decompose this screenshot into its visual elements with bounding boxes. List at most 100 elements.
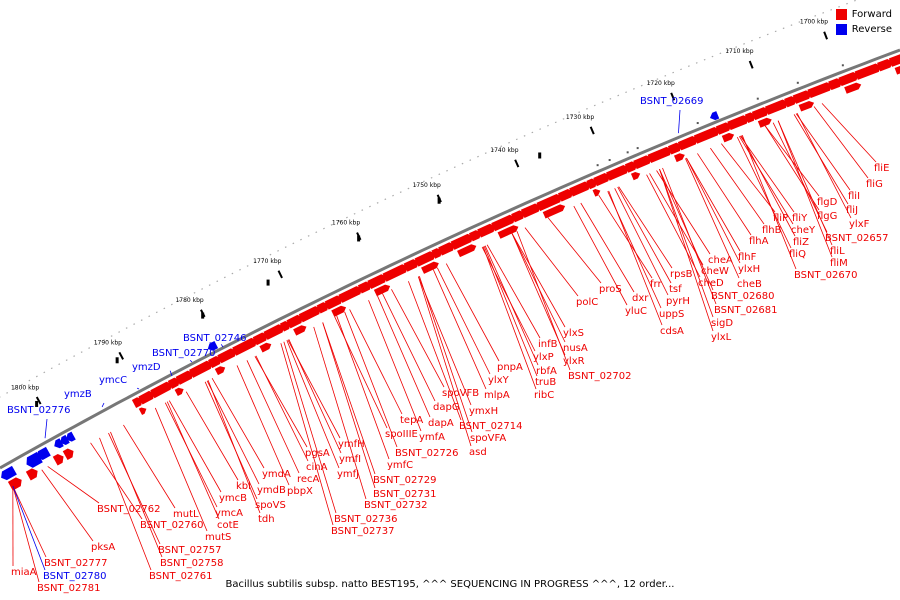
gene-label-spovfb: spoVFB <box>442 388 479 399</box>
gene-leader-line <box>185 391 239 481</box>
gene-leader-line <box>598 194 653 279</box>
gene-leader-line <box>168 400 222 493</box>
gene-leader-line <box>344 311 398 448</box>
gene-label-ylxf: ylxF <box>849 219 870 230</box>
gene-leader-line <box>368 300 422 432</box>
forward-gene-arrow <box>174 387 184 397</box>
forward-gene-arrow <box>217 348 237 364</box>
forward-gene-arrow <box>727 115 749 131</box>
gene-leader-line <box>445 263 500 362</box>
gene-label-tdh: tdh <box>258 514 275 525</box>
gene-leader-line <box>483 245 538 377</box>
gene-leader-line <box>418 275 473 433</box>
gene-label-ylxl: ylxL <box>711 332 732 343</box>
gene-marker <box>608 159 611 162</box>
gene-leader-line <box>739 135 795 213</box>
forward-gene-arrow <box>807 82 833 99</box>
forward-gene-arrow <box>298 306 321 323</box>
gene-label-cheb: cheB <box>737 279 762 290</box>
forward-gene-arrow <box>792 90 812 104</box>
gene-leader-line <box>662 167 717 305</box>
gene-label-pksa: pksA <box>91 542 115 553</box>
scale-tick <box>748 60 754 69</box>
gene-leader-line <box>169 370 173 377</box>
gene-label-ylxs: ylxS <box>563 328 584 339</box>
gene-label-ribc: ribC <box>534 390 554 401</box>
gene-label-nusa: nusA <box>563 343 588 354</box>
gene-leader-line <box>313 326 367 500</box>
gene-leader-line <box>255 355 309 462</box>
forward-gene-arrow <box>438 242 455 256</box>
forward-gene-arrow <box>468 230 482 242</box>
forward-gene-arrow <box>331 305 347 317</box>
gene-label-ymca: ymcA <box>215 508 243 519</box>
scale-tick-label: 1750 kbp <box>413 182 441 189</box>
forward-gene-arrow <box>677 136 698 151</box>
gene-leader-line <box>772 122 828 233</box>
gene-label-flig: fliG <box>866 179 883 190</box>
forward-gene-arrow <box>520 203 541 219</box>
gene-label-ylxh: ylxH <box>738 264 760 275</box>
forward-gene-arrow <box>542 204 566 219</box>
gene-leader-line <box>618 186 673 269</box>
forward-gene-arrow <box>721 132 735 143</box>
gene-leader-line <box>280 343 334 526</box>
gene-label-spovs: spoVS <box>255 500 286 511</box>
gene-label-bsnt_02758: BSNT_02758 <box>160 558 223 569</box>
gene-label-bsnt_02732: BSNT_02732 <box>364 500 427 511</box>
forward-gene-arrow <box>757 117 772 128</box>
reverse-gene-arrow <box>207 341 219 351</box>
forward-gene-arrow <box>673 153 685 163</box>
forward-gene-arrow <box>189 360 213 378</box>
gene-label-sigd: sigD <box>711 318 733 329</box>
gene-leader-line <box>686 157 741 252</box>
gene-label-pgsa: pgsA <box>305 448 330 459</box>
gene-leader-line <box>41 469 94 542</box>
scale-tick-label: 1740 kbp <box>490 147 518 154</box>
gene-label-polc: polC <box>576 297 598 308</box>
gene-label-flgd: flgD <box>817 197 838 208</box>
gene-label-ymcb: ymcB <box>219 493 247 504</box>
gene-label-bsnt_02761: BSNT_02761 <box>149 571 212 582</box>
scale-tick <box>35 396 42 405</box>
gene-leader-line <box>436 267 491 375</box>
forward-gene-arrow <box>131 397 143 408</box>
gene-leader-line <box>377 295 431 418</box>
gene-label-ymfc: ymfC <box>387 460 413 471</box>
gene-label-rpsb: rpsB <box>670 269 693 280</box>
forward-gene-arrow <box>175 370 194 385</box>
gene-leader-line <box>166 401 220 520</box>
gene-label-rbfa: rbfA <box>536 366 557 377</box>
gene-label-bsnt_02680: BSNT_02680 <box>711 291 774 302</box>
gene-label-dapa: dapA <box>428 418 454 429</box>
gene-leader-line <box>99 437 152 571</box>
forward-gene-arrow <box>338 286 362 303</box>
gene-marker <box>437 197 441 204</box>
gene-marker <box>266 279 270 286</box>
gene-leader-line <box>108 432 161 545</box>
gene-leader-line <box>322 322 376 489</box>
gene-label-fliz: fliZ <box>793 237 809 248</box>
gene-marker <box>626 151 629 154</box>
scale-tick-label: 1800 kbp <box>11 385 39 392</box>
gene-label-bsnt_02780: BSNT_02780 <box>43 571 106 582</box>
gene-leader-line <box>482 246 537 390</box>
gene-label-bsnt_02776: BSNT_02776 <box>7 405 70 416</box>
gene-leader-line <box>408 281 462 421</box>
gene-leader-line <box>334 316 388 429</box>
forward-gene-arrow <box>357 281 372 294</box>
forward-gene-arrow <box>324 295 343 310</box>
gene-leader-line <box>211 378 265 469</box>
gene-label-upps: uppS <box>659 309 684 320</box>
gene-leader-line <box>207 380 261 514</box>
legend-reverse-label: Reverse <box>851 24 892 35</box>
gene-marker <box>35 400 39 407</box>
scale-tick-label: 1770 kbp <box>253 258 281 265</box>
gene-label-miaa: miaA <box>11 567 37 578</box>
forward-gene-arrow <box>150 381 173 399</box>
gene-leader-line <box>813 106 869 179</box>
gene-leader-line <box>44 418 48 439</box>
gene-label-flii: fliI <box>848 191 860 202</box>
gene-label-bsnt_02669: BSNT_02669 <box>640 96 703 107</box>
